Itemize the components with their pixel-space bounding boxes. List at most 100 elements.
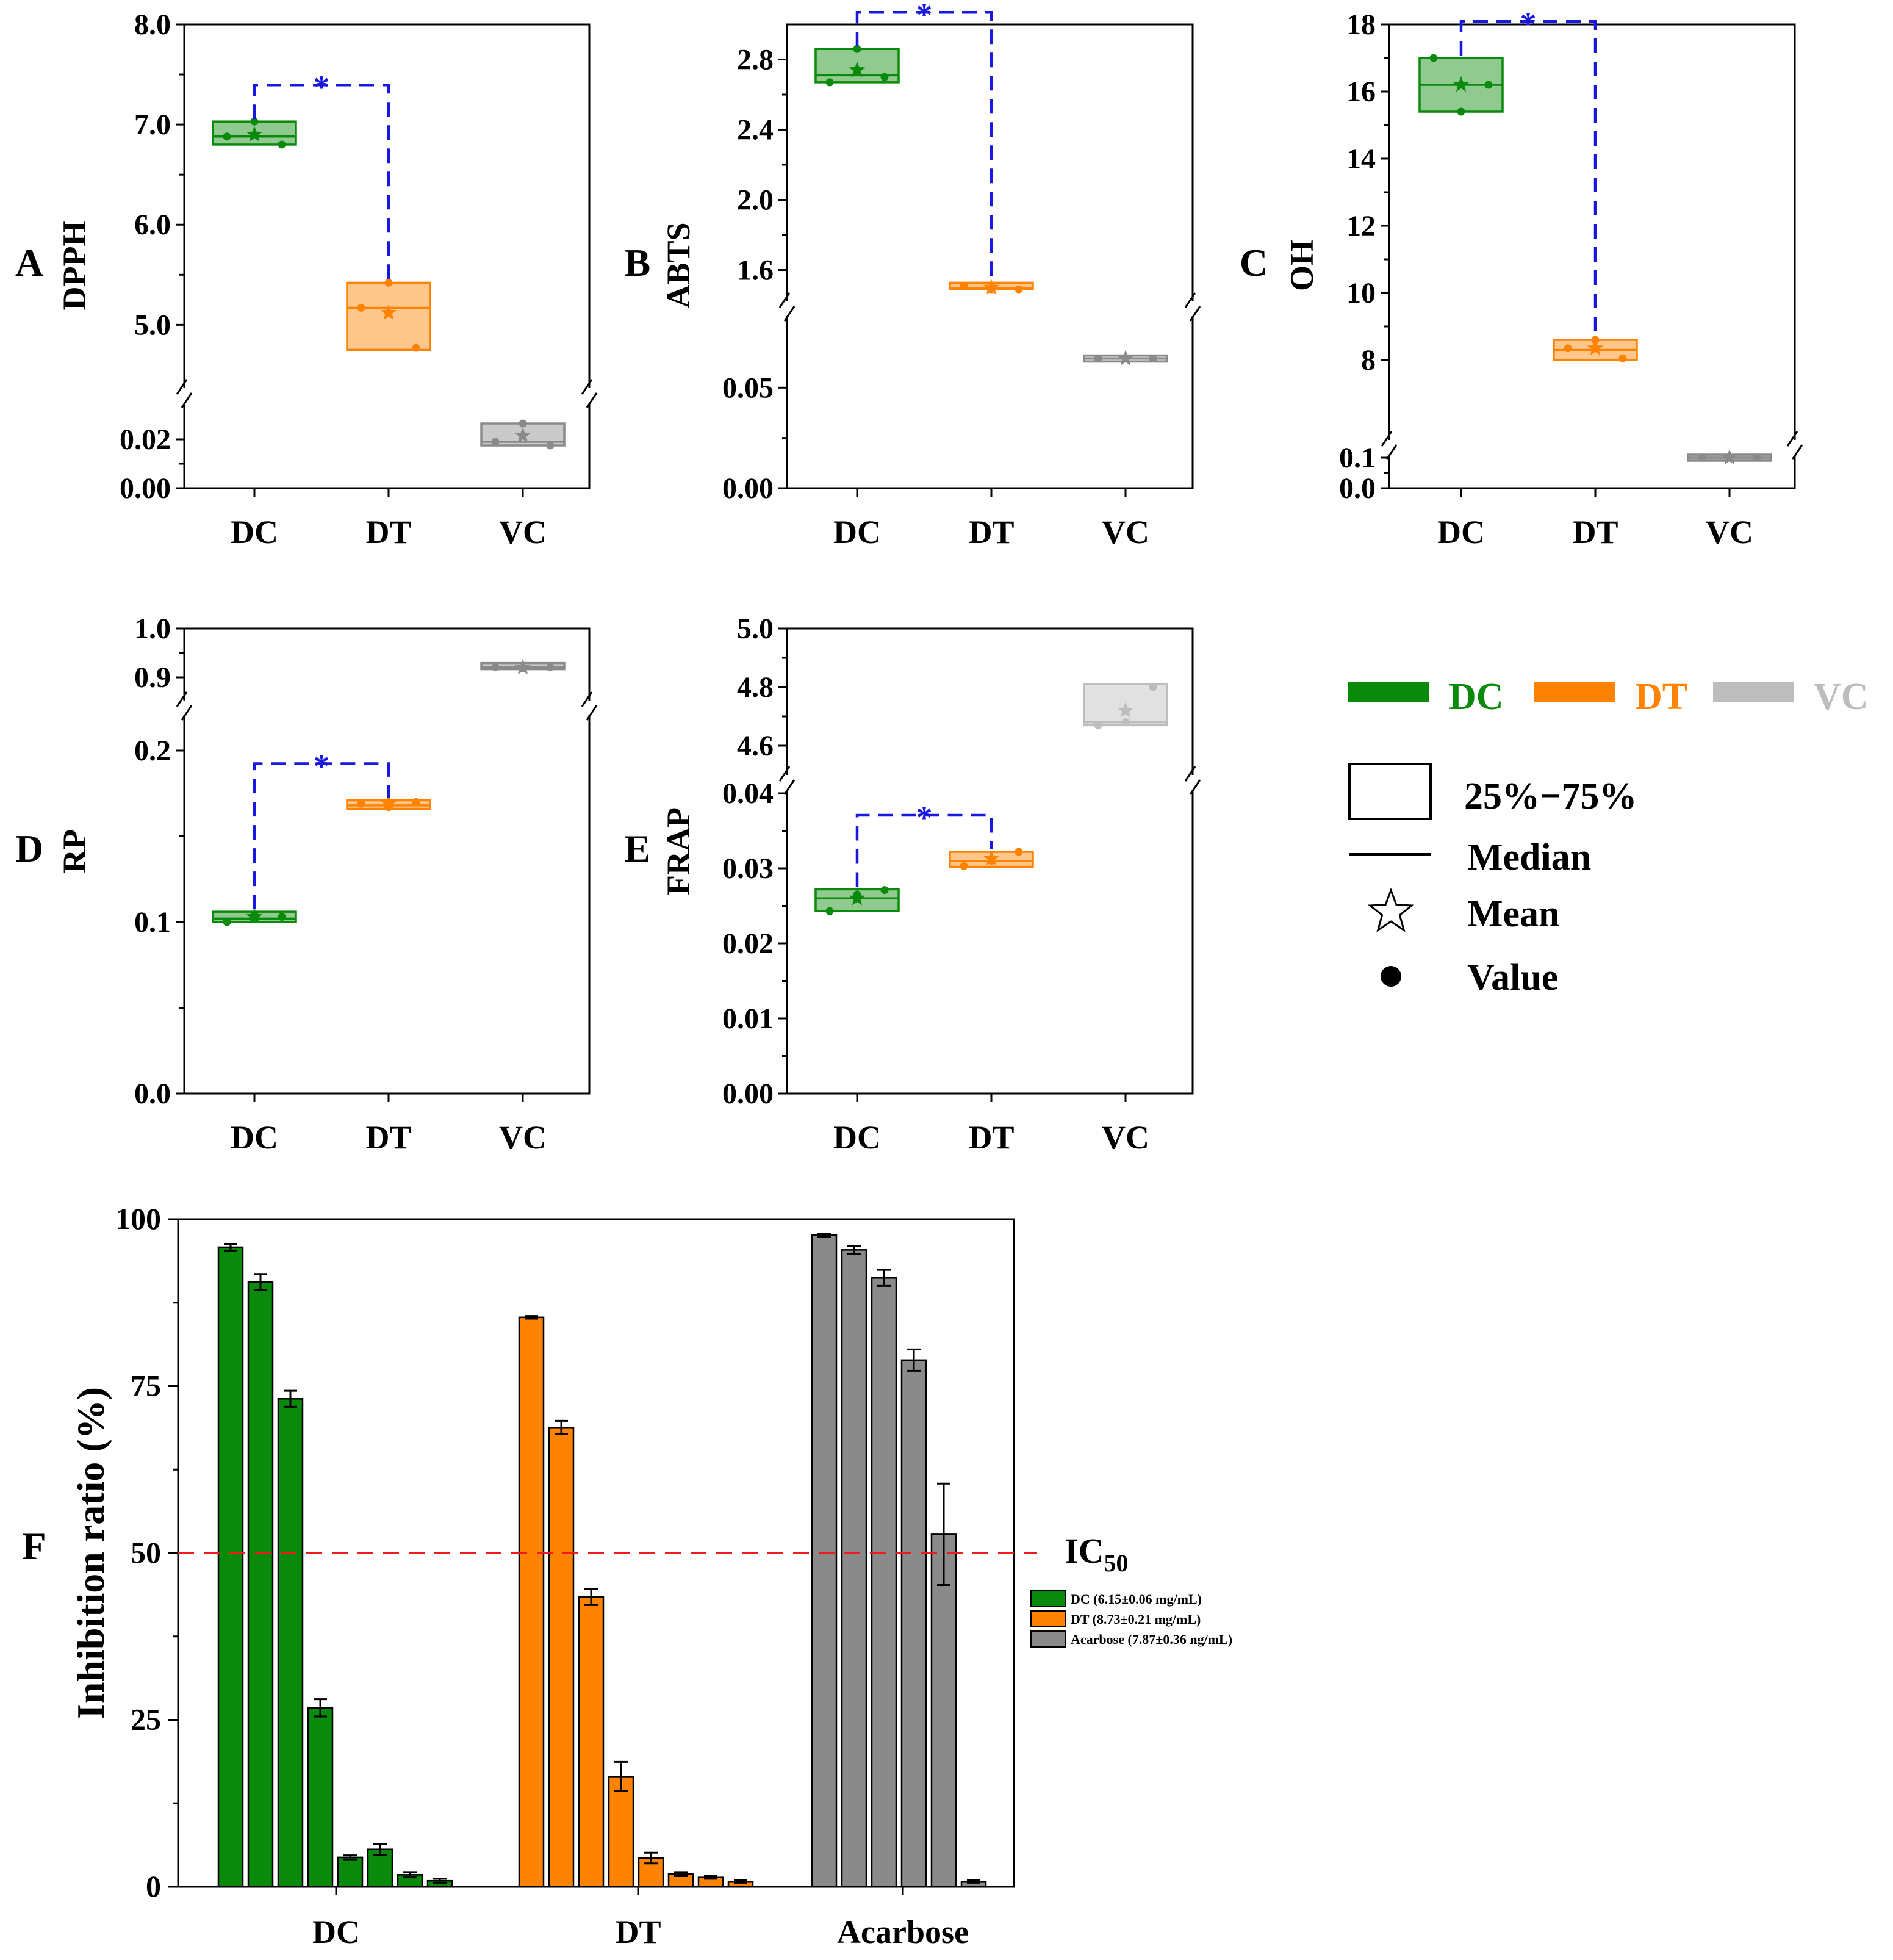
significance-star: * [314, 748, 330, 784]
panel-E: 4.6 4.8 5.0 0.00 0.01 0.02 0.03 0.04 DC DT VC FRAPE… [625, 613, 1201, 1156]
value-point-DC [278, 140, 286, 149]
mean-star-DT [1587, 339, 1604, 356]
value-point-DC [1484, 81, 1493, 89]
value-point-VC [1149, 683, 1157, 691]
y-tick-label: 0.02 [120, 423, 171, 456]
x-tick-label: DC [1437, 514, 1485, 550]
y-tick-label: 0 [146, 1869, 161, 1903]
axis-break-mark [586, 392, 598, 408]
mean-star-DT [983, 279, 1000, 295]
value-point-DT [1564, 344, 1572, 353]
value-point-VC [491, 438, 500, 446]
significance-star: * [1520, 5, 1537, 42]
bar-Acarbose [930, 1533, 957, 1888]
y-tick-label: 0.0 [134, 1078, 171, 1110]
bar-legend-swatch-DC [1030, 1590, 1066, 1607]
panel-C: 8 10 12 14 16 18 0.00.1 DC DT VC OH C * [1240, 5, 1803, 550]
y-axis-label: FRAP [660, 807, 697, 895]
bar-Acarbose [841, 1249, 867, 1888]
y-tick-label: 18 [1346, 9, 1376, 41]
significance-bracket [253, 83, 390, 281]
value-point-VC [491, 663, 500, 671]
panel-letter: C [1240, 241, 1268, 284]
value-point-DC [853, 45, 861, 53]
bar-legend-swatch-Acarbose [1030, 1630, 1066, 1648]
x-tick-label: DC [231, 1119, 278, 1156]
mean-star-VC [1117, 350, 1134, 366]
bar-Acarbose [871, 1277, 897, 1888]
x-tick-label: VC [1102, 1119, 1149, 1156]
significance-bracket [855, 813, 993, 887]
plot-frame [183, 627, 591, 1095]
y-tick-label: 5.0 [737, 613, 774, 645]
value-point-DT [357, 303, 365, 312]
value-point-DT [960, 281, 968, 290]
y-tick-label: 0.2 [134, 735, 171, 767]
mean-star-DT [380, 304, 397, 320]
y-tick-label: 4.6 [737, 730, 774, 762]
value-point-DT [412, 798, 420, 806]
mean-star-VC [514, 659, 531, 675]
y-tick-label: 7.0 [134, 109, 171, 141]
value-point-VC [1121, 718, 1130, 727]
y-tick-label: 1.0 [134, 613, 171, 645]
y-tick-label: 0.0 [1339, 472, 1376, 505]
axis-break-mark [1381, 431, 1393, 447]
value-point-DT [1618, 354, 1627, 362]
y-tick-label: 0.00 [120, 472, 171, 505]
mean-star-DC [1453, 76, 1470, 92]
axis-break-mark [181, 705, 193, 721]
value-point-DT [357, 799, 365, 808]
plot-frame [786, 627, 1194, 1095]
legend-swatch-VC [1713, 682, 1794, 702]
y-tick-label: 100 [115, 1202, 161, 1236]
y-tick-label: 0.02 [722, 928, 774, 960]
bar-legend-label-DC: DC (6.15±0.06 mg/mL) [1071, 1591, 1202, 1607]
bar-Acarbose [900, 1359, 927, 1888]
x-tick-label: DT [968, 514, 1014, 550]
legend-label-DT: DT [1635, 676, 1687, 718]
value-point-DC [825, 907, 834, 915]
legend-mean-label: Mean [1467, 893, 1560, 935]
value-point-DC [250, 117, 259, 126]
bar-Acarbose [811, 1234, 838, 1888]
x-tick-label: Acarbose [837, 1914, 969, 1950]
mean-star-DT [380, 795, 397, 811]
plot-frame [183, 23, 591, 489]
bar-legend-label-DT: DT (8.73±0.21 mg/mL) [1071, 1612, 1201, 1627]
bar-legend-swatch-DT [1030, 1610, 1066, 1627]
y-axis-label: ABTS [660, 222, 697, 308]
x-tick-label: DT [615, 1914, 661, 1950]
y-tick-label: 2.8 [737, 44, 774, 76]
value-point-VC [1094, 721, 1102, 729]
legend-box-symbol [1348, 763, 1432, 820]
legend-value-symbol [1381, 966, 1401, 987]
x-tick-label: VC [1706, 514, 1753, 550]
plot-frame [1388, 23, 1796, 489]
bar-DC [307, 1707, 334, 1888]
significance-bracket [253, 762, 390, 910]
y-tick-label: 1.6 [737, 254, 774, 287]
ic50-label-subscript: 50 [1104, 1549, 1128, 1577]
mean-star-DC [849, 890, 866, 906]
legend-mean-symbol [1367, 887, 1415, 932]
bar-DT [608, 1776, 634, 1888]
y-tick-label: 4.8 [737, 671, 774, 704]
panel-letter: B [625, 241, 651, 284]
value-point-DC [223, 918, 231, 926]
axis-break-mark [1189, 306, 1201, 322]
bar-DC [247, 1281, 274, 1888]
x-tick-label: DC [231, 514, 278, 550]
mean-star-DC [246, 908, 263, 924]
value-point-DC [223, 132, 231, 141]
inhibition-bar-panel: 0 25 50 75 100 Inhibition ratio (%) F DC DT Acarb… [22, 1202, 1232, 1950]
axis-break-mark [1791, 444, 1803, 460]
x-tick-label: DT [968, 1119, 1014, 1156]
value-point-DC [278, 913, 286, 921]
significance-bracket [855, 11, 993, 284]
y-tick-label: 8.0 [134, 9, 171, 41]
bar-DT [548, 1427, 575, 1888]
x-tick-label: DC [833, 514, 881, 550]
panel-letter: E [625, 827, 651, 870]
